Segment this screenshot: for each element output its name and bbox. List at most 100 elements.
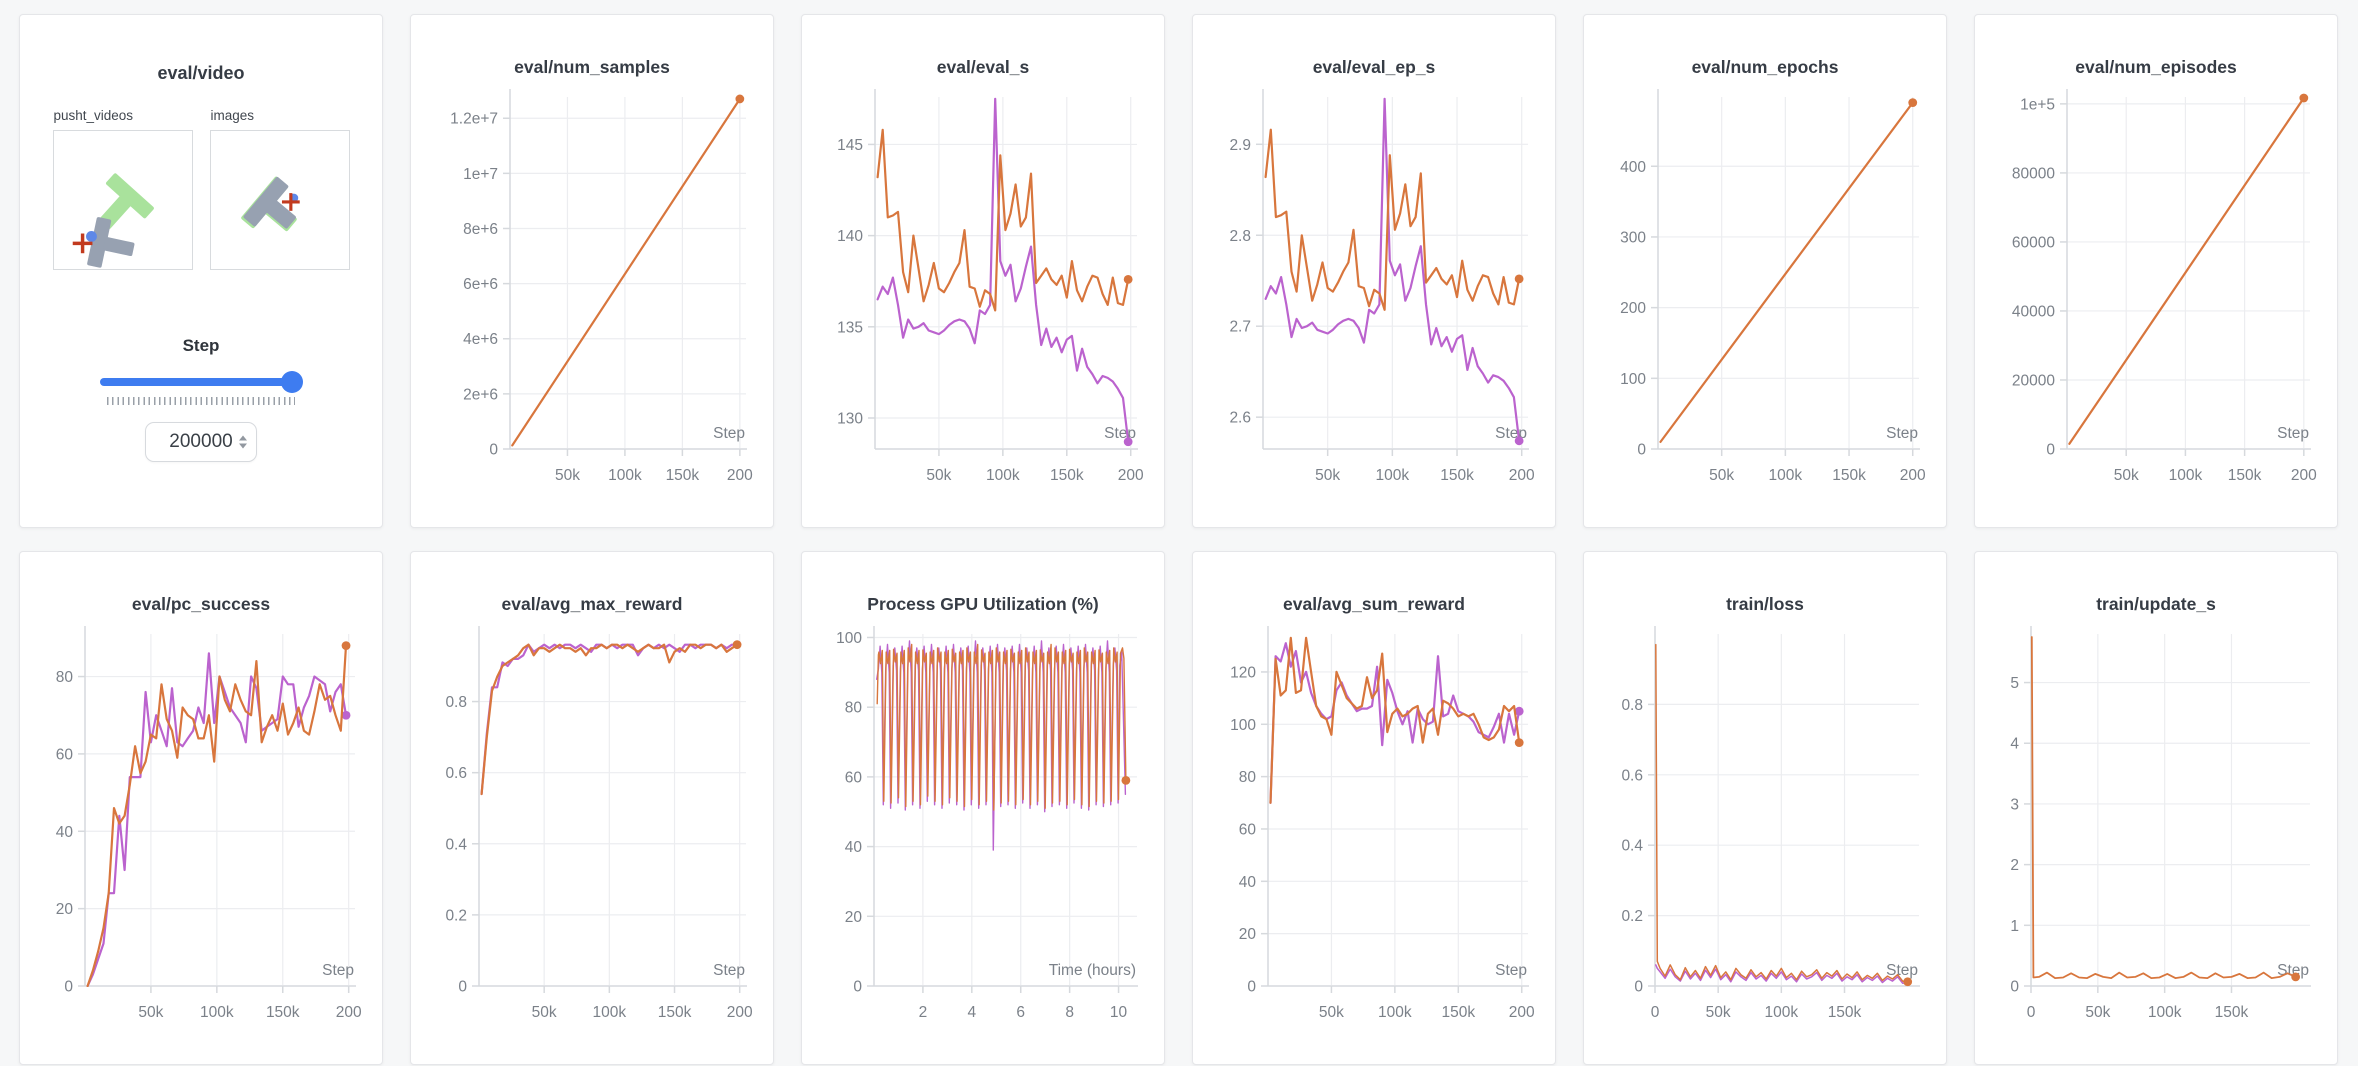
chart-canvas[interactable]: 50k 100k 150k 200 0 20 40 60 80 Step [20, 552, 383, 1065]
chart-title: train/update_s [2096, 594, 2216, 614]
x-tick-label: 200 [1118, 467, 1144, 484]
step-number-input[interactable]: 200000 [145, 422, 257, 462]
x-tick-label: 150k [1050, 467, 1084, 484]
x-tick-label: 50k [1319, 1004, 1344, 1021]
media-item-label: images [210, 108, 255, 123]
panel-process-gpu-utilization: Process GPU Utilization (%) 2 4 6 8 10 0 20 40 6… [801, 551, 1165, 1065]
y-tick-label: 2 [2010, 857, 2019, 874]
increment-icon[interactable] [239, 435, 247, 441]
y-tick-label: 1.2e+7 [450, 111, 498, 128]
series-line-run [511, 97, 741, 447]
step-value: 200000 [169, 431, 233, 452]
x-tick-label: 150k [266, 1004, 300, 1021]
series-line-run-b [1655, 964, 1909, 984]
panel-train-loss: train/loss 0 50k 100k 150k 0 0.2 0.4 0.6 0.8 Step [1583, 551, 1947, 1065]
series-end-dot-run-a [341, 641, 351, 651]
stepper-arrows[interactable] [239, 435, 247, 449]
series-line-run-a [876, 643, 1127, 811]
y-tick-label: 0 [2010, 979, 2019, 996]
x-tick-label: 200 [1900, 467, 1926, 484]
chart-canvas[interactable]: 50k 100k 150k 200 0 2e+6 4e+6 6e+6 8e+6 1e+7 1.2e+… [411, 15, 774, 528]
chart-canvas[interactable]: 50k 100k 150k 200 0 100 200 300 400 Step [1584, 15, 1947, 528]
y-tick-label: 0.4 [445, 836, 467, 853]
y-tick-label: 80 [1239, 769, 1257, 786]
step-slider-track[interactable] [100, 378, 302, 386]
x-tick-label: 150k [1441, 1004, 1475, 1021]
y-tick-label: 200 [1620, 300, 1646, 317]
x-tick-label: 200 [2291, 467, 2317, 484]
y-tick-label: 8e+6 [463, 221, 498, 238]
series-end-dot-run [735, 94, 745, 104]
media-panel-title: eval/video [157, 63, 245, 83]
y-tick-label: 0.4 [1621, 838, 1643, 855]
goal-dot [85, 231, 97, 242]
y-tick-label: 6e+6 [463, 276, 498, 293]
x-tick-label: 0 [2027, 1004, 2036, 1021]
media-item-label: pusht_videos [53, 108, 134, 123]
chart-canvas[interactable]: 50k 100k 150k 200 0 20000 40000 60000 80000 1e+5 S… [1975, 15, 2338, 528]
x-tick-label: 200 [336, 1004, 362, 1021]
y-tick-label: 80 [56, 669, 74, 686]
step-slider[interactable] [100, 371, 303, 393]
x-tick-label: 50k [138, 1004, 163, 1021]
step-slider-label: Step [182, 336, 220, 355]
chart-canvas[interactable]: 50k 100k 150k 200 0 20 40 60 80 100 120 Step [1193, 552, 1556, 1065]
chart-canvas[interactable]: 0 50k 100k 150k 0 0.2 0.4 0.6 0.8 Step [1584, 552, 1947, 1065]
x-tick-label: 100k [1765, 1004, 1799, 1021]
y-tick-label: 0 [64, 979, 73, 996]
y-tick-label: 300 [1620, 229, 1646, 246]
series-end-dot-run-a [1903, 977, 1913, 987]
y-tick-label: 4e+6 [463, 331, 498, 348]
y-tick-label: 60000 [2012, 234, 2055, 251]
y-tick-label: 60 [845, 769, 863, 786]
x-tick-label: 200 [727, 1004, 753, 1021]
series-end-dot-run [1908, 98, 1918, 108]
series-line-run-b [1264, 97, 1521, 442]
y-tick-label: 135 [837, 319, 863, 336]
series-end-dot-run-a [1123, 274, 1133, 284]
x-tick-label: 2 [919, 1004, 928, 1021]
y-tick-label: 2.8 [1229, 228, 1251, 245]
chart-title: eval/pc_success [131, 594, 271, 614]
panel-eval-num-samples: eval/num_samples 50k 100k 150k 200 0 2e+6 4e+6… [410, 14, 774, 528]
series-line-run-a [1655, 643, 1909, 983]
series-line-run-a [1269, 636, 1521, 804]
panel-eval-num-epochs: eval/num_epochs 50k 100k 150k 200 0 100 200 300… [1583, 14, 1947, 528]
series-end-dot-run-b [1123, 437, 1133, 447]
x-tick-label: 100k [1769, 467, 1803, 484]
x-axis-title: Step [1886, 962, 1918, 979]
target-cross [72, 233, 92, 254]
media-item-images: images [209, 108, 350, 270]
step-slider-handle[interactable] [280, 371, 303, 393]
chart-title: eval/eval_s [936, 57, 1030, 77]
images-thumbnail[interactable] [209, 130, 350, 270]
y-tick-label: 0 [1637, 442, 1646, 459]
y-tick-label: 4 [2010, 736, 2019, 753]
x-axis-title: Time (hours) [1049, 962, 1136, 979]
series-end-dot-run-b [1514, 436, 1524, 446]
y-tick-label: 40 [1239, 874, 1257, 891]
x-tick-label: 200 [727, 467, 753, 484]
y-tick-label: 0 [1247, 979, 1256, 996]
series-end-dot-run [2291, 972, 2301, 982]
pusht-video-thumbnail[interactable] [52, 130, 193, 270]
chart-canvas[interactable]: 50k 100k 150k 200 0 0.2 0.4 0.6 0.8 Step [411, 552, 774, 1065]
series-end-dot-run-b [1514, 706, 1524, 716]
series-end-dot-run-a [1121, 775, 1131, 785]
y-tick-label: 0 [489, 442, 498, 459]
chart-title: eval/num_episodes [2075, 57, 2237, 77]
chart-title: train/loss [1726, 594, 1804, 614]
x-tick-label: 150k [658, 1004, 692, 1021]
x-tick-label: 50k [926, 467, 951, 484]
y-tick-label: 2.6 [1229, 410, 1251, 427]
panel-eval-num-episodes: eval/num_episodes 50k 100k 150k 200 0 20000 40… [1974, 14, 2338, 528]
series-end-dot-run-a [1514, 274, 1524, 284]
decrement-icon[interactable] [239, 443, 247, 449]
panel-eval-video: eval/video pusht_videos [19, 14, 383, 528]
panel-eval-avg-sum-reward: eval/avg_sum_reward 50k 100k 150k 200 0 20 40 6… [1192, 551, 1556, 1065]
